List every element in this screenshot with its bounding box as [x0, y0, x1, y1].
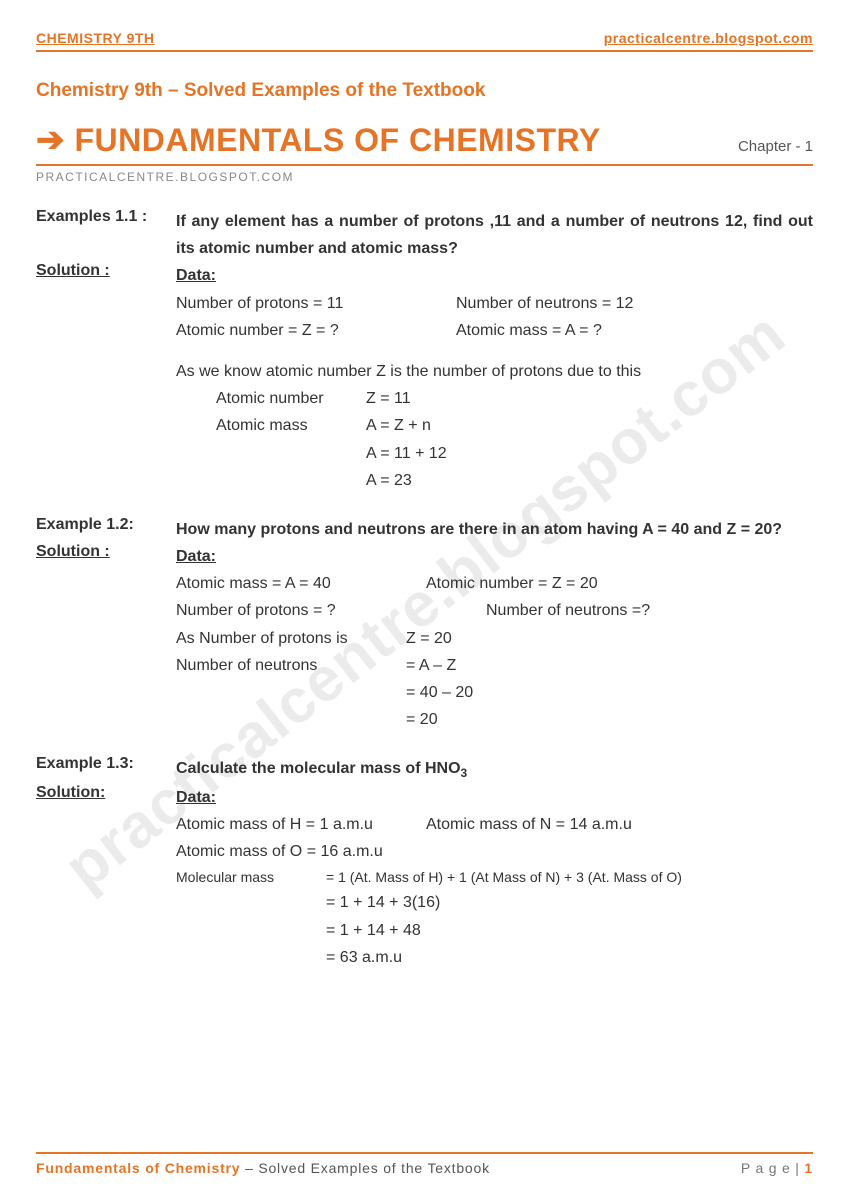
- header-left: CHEMISTRY 9TH: [36, 30, 155, 46]
- data-cell: Number of neutrons = 12: [456, 290, 813, 317]
- solution-label: Solution:: [36, 784, 176, 971]
- page-content: CHEMISTRY 9TH practicalcentre.blogspot.c…: [36, 30, 813, 971]
- data-label: Data:: [176, 784, 813, 811]
- page-number: 1: [804, 1160, 813, 1176]
- data-cell: Atomic number = Z = ?: [176, 317, 456, 344]
- main-title: FUNDAMENTALS OF CHEMISTRY: [75, 122, 601, 159]
- calc-value: = 1 + 14 + 3(16): [326, 889, 440, 916]
- data-cell: Atomic mass = A = ?: [456, 317, 813, 344]
- calc-label: [216, 467, 366, 494]
- calc-value: = 63 a.m.u: [326, 944, 402, 971]
- calc-label: As Number of protons is: [176, 625, 406, 652]
- example-question: How many protons and neutrons are there …: [176, 516, 813, 543]
- calc-label: Molecular mass: [176, 866, 326, 890]
- footer-right: P a g e | 1: [741, 1160, 813, 1176]
- page-label: P a g e |: [741, 1160, 805, 1176]
- data-cell: Atomic mass = A = 40: [176, 570, 426, 597]
- calc-value: = 40 – 20: [406, 679, 473, 706]
- solution-label: Solution :: [36, 262, 176, 494]
- calc-value: = 1 + 14 + 48: [326, 917, 421, 944]
- footer-left-rest: – Solved Examples of the Textbook: [245, 1160, 490, 1176]
- calc-label: [176, 706, 406, 733]
- calc-label: [216, 440, 366, 467]
- data-label: Data:: [176, 543, 813, 570]
- data-cell: Atomic mass of O = 16 a.m.u: [176, 838, 383, 865]
- explain-text: As we know atomic number Z is the number…: [176, 358, 813, 385]
- calc-value: = 20: [406, 706, 438, 733]
- calc-label: Atomic number: [216, 385, 366, 412]
- data-cell: Atomic mass of N = 14 a.m.u: [426, 811, 632, 838]
- header-bar: CHEMISTRY 9TH practicalcentre.blogspot.c…: [36, 30, 813, 52]
- example-label: Example 1.3:: [36, 755, 176, 784]
- example-label: Example 1.2:: [36, 516, 176, 543]
- footer-left-orange: Fundamentals of Chemistry: [36, 1160, 245, 1176]
- title-row: ➔ FUNDAMENTALS OF CHEMISTRY Chapter - 1: [36, 120, 813, 166]
- calc-value: = A – Z: [406, 652, 456, 679]
- example-label: Examples 1.1 :: [36, 208, 176, 262]
- calc-value: A = Z + n: [366, 412, 813, 439]
- data-cell: Number of neutrons =?: [426, 597, 650, 624]
- calc-value: Z = 11: [366, 385, 813, 412]
- sub-heading: Chemistry 9th – Solved Examples of the T…: [36, 80, 813, 102]
- calc-value: = 1 (At. Mass of H) + 1 (At Mass of N) +…: [326, 866, 682, 890]
- calc-label: Atomic mass: [216, 412, 366, 439]
- calc-label: [176, 944, 326, 971]
- calc-label: [176, 917, 326, 944]
- calc-value: Z = 20: [406, 625, 452, 652]
- data-cell: Number of protons = ?: [176, 597, 426, 624]
- data-cell: Atomic mass of H = 1 a.m.u: [176, 811, 426, 838]
- calc-label: Number of neutrons: [176, 652, 406, 679]
- example-1-1: Examples 1.1 : If any element has a numb…: [36, 208, 813, 494]
- data-cell: Atomic number = Z = 20: [426, 570, 598, 597]
- example-1-2: Example 1.2: How many protons and neutro…: [36, 516, 813, 734]
- calc-label: [176, 889, 326, 916]
- header-right-link[interactable]: practicalcentre.blogspot.com: [604, 30, 813, 46]
- data-cell: Number of protons = 11: [176, 290, 456, 317]
- example-question: Calculate the molecular mass of HNO3: [176, 755, 813, 784]
- example-question: If any element has a number of protons ,…: [176, 208, 813, 262]
- example-1-3: Example 1.3: Calculate the molecular mas…: [36, 755, 813, 971]
- calc-value: A = 11 + 12: [366, 440, 813, 467]
- footer-left: Fundamentals of Chemistry – Solved Examp…: [36, 1160, 490, 1176]
- arrow-icon: ➔: [36, 120, 65, 160]
- data-label: Data:: [176, 262, 813, 289]
- footer: Fundamentals of Chemistry – Solved Examp…: [36, 1152, 813, 1176]
- site-url-line: PRACTICALCENTRE.BLOGSPOT.COM: [36, 170, 813, 184]
- calc-value: A = 23: [366, 467, 813, 494]
- calc-label: [176, 679, 406, 706]
- chapter-label: Chapter - 1: [738, 138, 813, 155]
- solution-label: Solution :: [36, 543, 176, 733]
